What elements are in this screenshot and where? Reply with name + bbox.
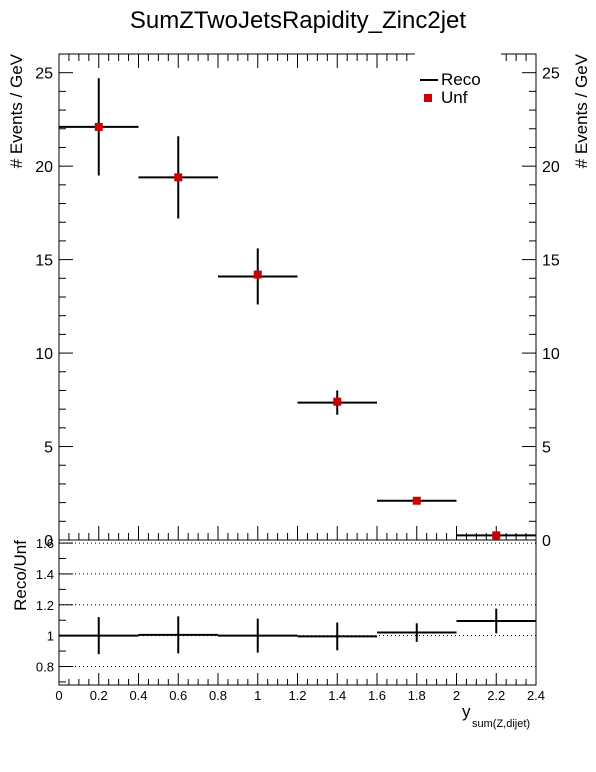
x-tick-label: 0.6 bbox=[169, 688, 187, 703]
ratio-point bbox=[377, 623, 457, 642]
x-tick-label: 0.8 bbox=[209, 688, 227, 703]
y-tick-label-left: 20 bbox=[35, 159, 53, 176]
y-tick-label-left: 15 bbox=[35, 253, 53, 270]
x-tick-label: 0 bbox=[55, 688, 62, 703]
ratio-y-tick-label: 1.2 bbox=[36, 598, 54, 613]
unf-marker bbox=[412, 496, 421, 505]
x-tick-label: 1.6 bbox=[368, 688, 386, 703]
ratio-plot-frame bbox=[58, 539, 537, 686]
unf-marker bbox=[94, 122, 103, 131]
y-tick-label-right: 15 bbox=[542, 253, 560, 270]
ratio-y-tick-label: 1.4 bbox=[36, 567, 54, 582]
y-tick-label-right: 10 bbox=[542, 346, 560, 363]
x-tick-label: 0.2 bbox=[90, 688, 108, 703]
ratio-point bbox=[456, 608, 536, 634]
x-axis-title: y bbox=[462, 702, 471, 721]
ratio-y-tick-label: 1.6 bbox=[36, 536, 54, 551]
chart-labels: SumZTwoJetsRapidity_Zinc2jet # Events / … bbox=[7, 7, 591, 730]
x-axis-title-subscript: sum(Z,dijet) bbox=[472, 718, 530, 730]
chart-title: SumZTwoJetsRapidity_Zinc2jet bbox=[130, 7, 466, 34]
ratio-point bbox=[297, 622, 377, 651]
ratio-point bbox=[138, 616, 218, 654]
x-tick-label: 2.4 bbox=[527, 688, 545, 703]
x-tick-label: 1.2 bbox=[288, 688, 306, 703]
ratio-point bbox=[218, 618, 298, 653]
ratio-point bbox=[59, 617, 139, 655]
x-tick-label: 2 bbox=[453, 688, 460, 703]
ratio-y-tick-label: 1 bbox=[47, 629, 54, 644]
ratio-y-tick-label: 0.8 bbox=[36, 659, 54, 674]
ratio-panel: 0.811.21.41.60 0.2 0.4 0.6 0.8 1 1.2 1.4 1.6 1.8 2… bbox=[36, 536, 545, 703]
x-tick-label: 0.4 bbox=[129, 688, 147, 703]
legend-unf-swatch bbox=[424, 94, 432, 102]
y-tick-label-right: 0 bbox=[542, 533, 551, 550]
y-tick-label-left: 0 bbox=[44, 533, 53, 550]
unf-marker bbox=[492, 531, 501, 540]
y-tick-label-left: 10 bbox=[35, 346, 53, 363]
x-tick-label: 1.8 bbox=[408, 688, 426, 703]
y-axis-title-left: # Events / GeV bbox=[7, 53, 26, 168]
y-tick-label-left: 5 bbox=[44, 440, 53, 457]
y-tick-label-right: 5 bbox=[542, 440, 551, 457]
unf-marker bbox=[333, 397, 342, 406]
y-tick-label-right: 20 bbox=[542, 159, 560, 176]
unf-marker bbox=[174, 173, 183, 182]
legend-reco-label: Reco bbox=[441, 70, 481, 89]
ratio-y-axis-title: Reco/Unf bbox=[11, 540, 30, 611]
y-axis-title-right: # Events / GeV bbox=[572, 53, 591, 168]
x-tick-label: 1.4 bbox=[328, 688, 346, 703]
x-tick-label: 2.2 bbox=[487, 688, 505, 703]
y-tick-label-right: 25 bbox=[542, 66, 560, 83]
legend-unf-label: Unf bbox=[441, 88, 468, 107]
x-tick-label: 1 bbox=[254, 688, 261, 703]
unf-marker bbox=[253, 270, 262, 279]
y-tick-label-left: 25 bbox=[35, 66, 53, 83]
